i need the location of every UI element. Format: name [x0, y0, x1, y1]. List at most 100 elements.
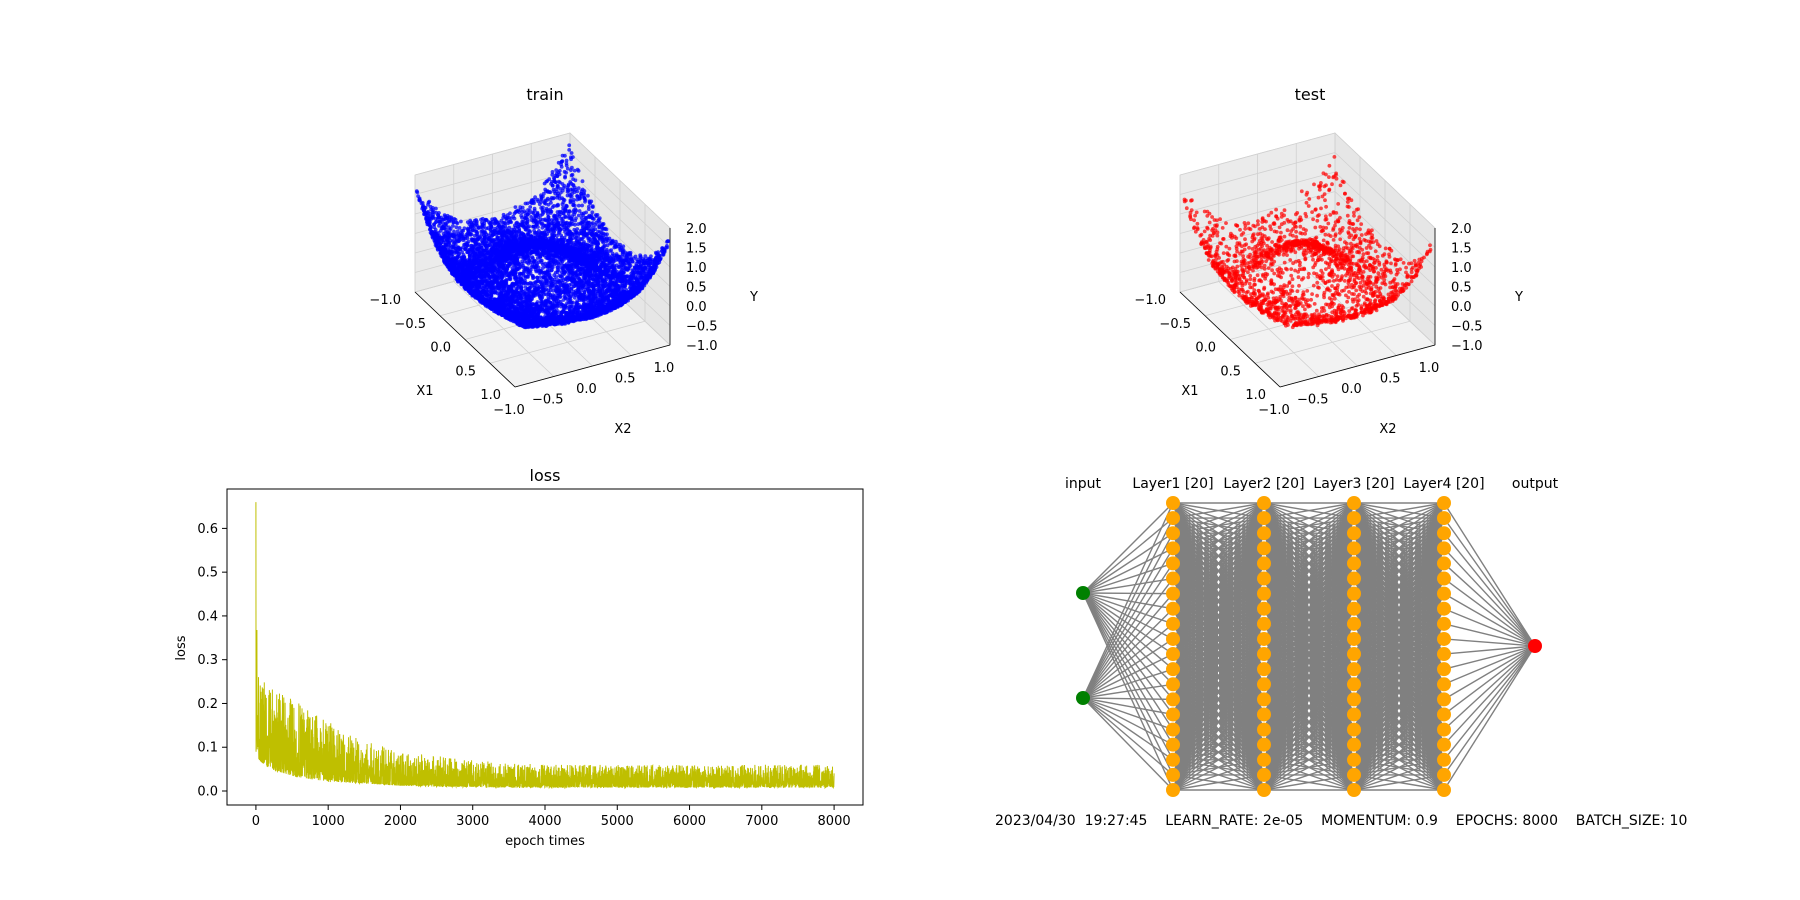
scatter-point [506, 221, 510, 226]
scatter-point [422, 212, 427, 216]
scatter-point [554, 168, 559, 173]
scatter-point [536, 225, 540, 229]
scatter-point [597, 251, 601, 255]
scatter-point [540, 225, 545, 230]
scatter-point [604, 239, 609, 244]
scatter-point [579, 216, 584, 220]
scatter-point [472, 233, 477, 238]
scatter-point [630, 259, 635, 264]
scatter-point [554, 204, 559, 208]
scatter-point [625, 268, 630, 272]
scatter-point [594, 274, 599, 279]
scatter-point [540, 209, 545, 214]
scatter-point [489, 224, 494, 229]
scatter-point [555, 233, 559, 238]
scatter-point [576, 186, 581, 191]
scatter-point [583, 199, 587, 204]
scatter-point [425, 222, 430, 227]
scatter-point [534, 252, 539, 257]
scatter-point [509, 220, 513, 225]
scatter-point [556, 179, 561, 184]
scatter-point [528, 205, 533, 209]
scatter-point [523, 201, 528, 206]
scatter-point [621, 244, 626, 249]
scatter-point [637, 260, 642, 265]
scatter-point [569, 222, 573, 227]
scatter-point [492, 221, 497, 226]
scatter-point [550, 205, 555, 210]
grid-line [414, 171, 571, 215]
scatter-point [575, 189, 580, 194]
scatter-point [564, 158, 569, 163]
scatter-point [538, 235, 543, 240]
scatter-point [418, 198, 423, 203]
grid-line [414, 132, 571, 176]
grid-line [569, 171, 671, 268]
scatter-point [524, 227, 528, 232]
scatter-point [569, 168, 573, 173]
scatter-point [518, 205, 523, 210]
scatter-point [556, 160, 561, 165]
scatter-point [454, 225, 459, 230]
scatter-point [581, 213, 585, 218]
scatter-point [576, 203, 581, 208]
scatter-point [586, 250, 591, 255]
scatter-point [567, 143, 572, 148]
scatter-point [594, 241, 599, 246]
scatter-point [577, 209, 582, 213]
scatter-point [426, 202, 430, 207]
scatter-point [576, 213, 581, 218]
scatter-point [579, 231, 583, 236]
scatter-point [567, 148, 572, 152]
scatter-point [555, 183, 560, 188]
scatter-point [666, 239, 671, 244]
scatter-point [507, 225, 512, 230]
scatter-point [486, 226, 490, 230]
scatter-point [532, 231, 537, 236]
scatter-point [586, 207, 591, 212]
scatter-point [546, 212, 550, 216]
scatter-point [539, 195, 544, 199]
scatter-point [573, 222, 577, 227]
scatter-point [541, 218, 545, 222]
grid-line [414, 291, 516, 388]
scatter-point [484, 217, 489, 222]
scatter-point [480, 239, 484, 244]
scatter-point [563, 174, 567, 179]
scatter-point [523, 221, 528, 225]
scatter-point [591, 237, 595, 242]
scatter-point [575, 230, 580, 235]
scatter-point [560, 153, 565, 158]
scatter-point [574, 216, 578, 221]
scatter-point [536, 199, 540, 204]
scatter-point [437, 223, 441, 228]
scatter-point [513, 210, 518, 215]
scatter-point [529, 215, 534, 219]
scatter-point [559, 165, 564, 169]
scatter-point [588, 215, 592, 220]
scatter-point [584, 226, 589, 231]
scatter-point [555, 217, 559, 221]
scatter-point [550, 232, 554, 237]
scatter-point [628, 254, 633, 258]
train-points [414, 143, 671, 330]
scatter-point [539, 231, 544, 236]
scatter-point [590, 204, 595, 209]
scatter-point [590, 210, 595, 215]
scatter-point [555, 174, 560, 179]
scatter-point [559, 216, 563, 221]
scatter-point [535, 256, 540, 260]
scatter-point [542, 181, 547, 186]
scatter-point [564, 223, 569, 228]
scatter-point [416, 194, 420, 199]
scatter-point [561, 205, 565, 210]
scatter-point [415, 190, 420, 195]
scatter-point [537, 220, 542, 225]
scatter-point [513, 205, 518, 210]
scatter-point [569, 157, 573, 162]
scatter-point [586, 193, 590, 198]
scatter-point [618, 242, 623, 247]
scatter-point [476, 225, 481, 230]
scatter-point [442, 213, 447, 218]
scatter-point [560, 202, 565, 207]
